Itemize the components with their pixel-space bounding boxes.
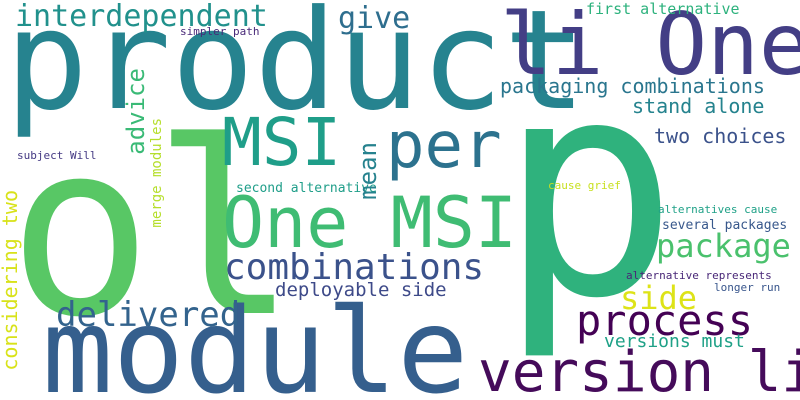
word-merge-modules: merge modules — [149, 118, 165, 228]
word-give: give — [338, 1, 411, 36]
word-cause-grief: cause grief — [548, 179, 621, 192]
word-one-msi: One MSI — [222, 182, 518, 264]
word-delivered: delivered — [56, 295, 241, 335]
word-module: module — [42, 282, 469, 400]
word-product: product — [5, 0, 587, 141]
word-considering-two: considering two — [0, 190, 22, 371]
word-simpler-path: simpler path — [180, 25, 260, 38]
word-second-alternative: second alternative — [236, 181, 377, 196]
word-deployable-side: deployable side — [275, 279, 447, 301]
word-process: process — [576, 296, 754, 345]
word-package: package — [656, 227, 791, 265]
word-version-li: version li — [478, 340, 800, 400]
word-longer-run: longer run — [714, 281, 781, 294]
word-subject-will: subject Will — [17, 149, 97, 162]
word-alternatives-cause: alternatives cause — [658, 203, 778, 216]
word-two-choices: two choices — [654, 124, 787, 148]
word-interdependent: interdependent — [15, 0, 268, 34]
word-packaging-combinations: packaging combinations — [500, 74, 765, 98]
word-side: side — [620, 279, 698, 317]
word-per: per — [386, 109, 502, 183]
word-first-alternative: first alternative — [586, 0, 740, 18]
word-mean: mean — [354, 142, 382, 200]
word-versions-must: versions must — [604, 331, 745, 352]
word-msi: MSI — [222, 104, 342, 181]
word-stand-alone: stand alone — [632, 94, 765, 118]
word-p: p — [498, 15, 679, 364]
word-alternative-represents: alternative represents — [626, 269, 772, 282]
word-combinations: combinations — [224, 247, 485, 288]
word-ol: ol — [8, 90, 297, 370]
word-several-packages: several packages — [662, 218, 788, 233]
word-advice: advice — [122, 68, 150, 155]
word-li-one: li One — [500, 0, 800, 95]
